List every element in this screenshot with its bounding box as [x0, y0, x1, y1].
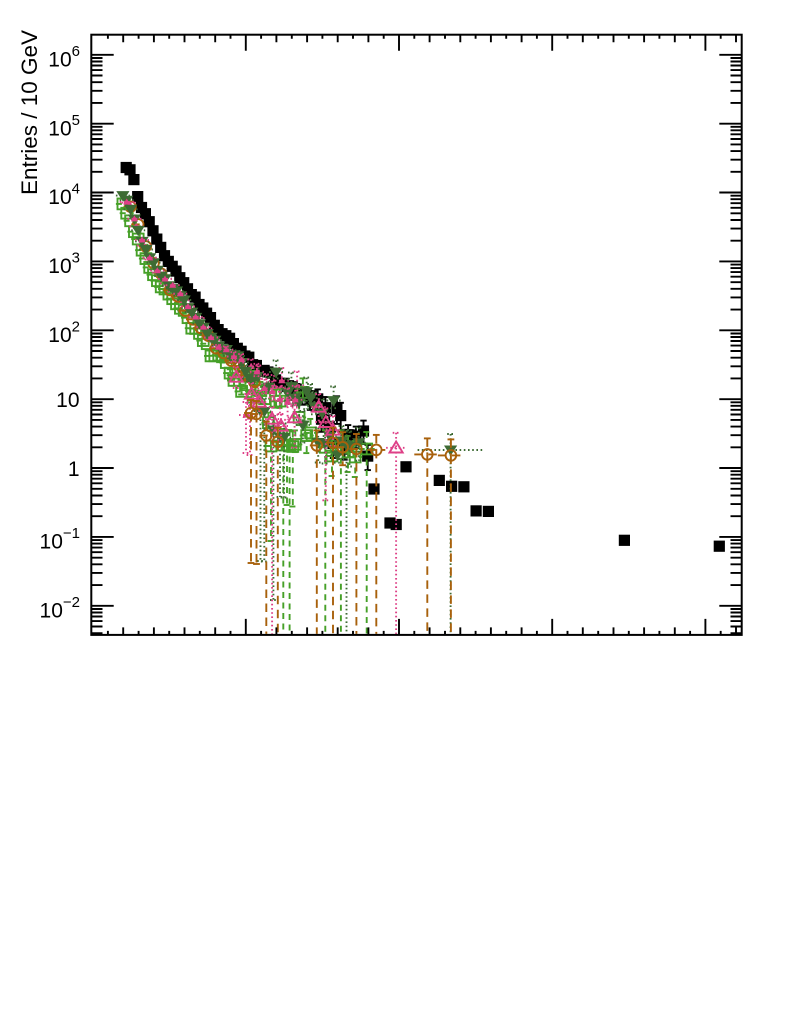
- svg-text:10: 10: [56, 389, 79, 412]
- svg-text:102: 102: [48, 319, 80, 348]
- svg-text:Entries / 10 GeV: Entries / 10 GeV: [17, 30, 42, 195]
- svg-text:1: 1: [68, 458, 80, 481]
